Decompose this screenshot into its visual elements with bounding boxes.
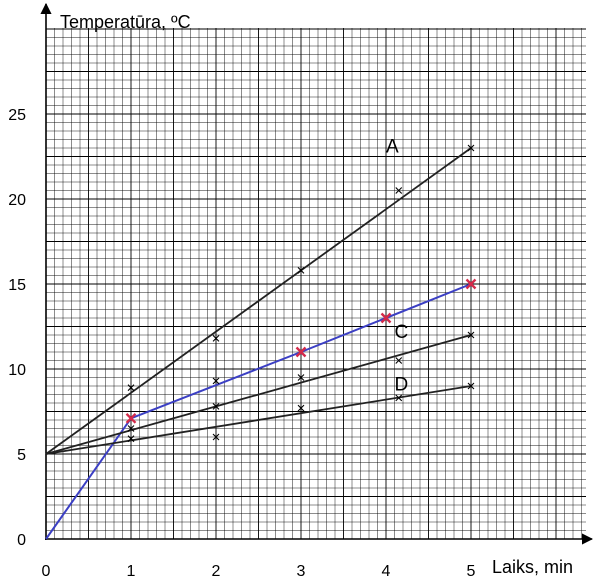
data-point-red-x	[295, 346, 307, 358]
data-point-x	[127, 425, 135, 432]
data-point-x	[467, 331, 475, 339]
y-tick-label: 0	[17, 532, 26, 549]
x-tick-label: 0	[42, 563, 51, 580]
series-points	[125, 144, 477, 443]
series-labels: A C D	[386, 137, 408, 396]
data-point-x	[212, 335, 220, 342]
data-point-red-x	[465, 278, 477, 290]
y-tick-label: 10	[8, 362, 26, 379]
data-point-x	[395, 187, 403, 194]
data-point-x	[297, 374, 305, 381]
x-tick-label: 4	[382, 563, 391, 580]
data-point-x	[467, 144, 475, 152]
series-label-a: A	[386, 137, 399, 158]
y-tick-label: 20	[8, 192, 26, 209]
data-point-x	[395, 394, 403, 402]
series-lines	[45, 147, 472, 540]
data-point-x	[212, 433, 220, 441]
y-tick-label: 5	[17, 447, 26, 464]
data-point-x	[212, 403, 220, 410]
series-line-a	[45, 147, 472, 455]
grid	[45, 28, 586, 540]
data-point-x	[297, 404, 305, 412]
tick-labels: 0 1 2 3 4 5 0 5 10 15 20 25	[8, 107, 475, 580]
data-point-x	[127, 384, 135, 392]
x-tick-label: 3	[297, 563, 306, 580]
x-axis-title: Laiks, min	[492, 557, 573, 577]
series-line-c	[45, 334, 472, 455]
data-point-red-x	[125, 412, 137, 424]
y-tick-label: 25	[8, 107, 26, 124]
data-point-x	[297, 267, 305, 274]
axes	[40, 2, 594, 545]
x-tick-label: 2	[212, 563, 221, 580]
x-tick-label: 1	[127, 563, 136, 580]
data-point-x	[395, 357, 403, 364]
data-point-x	[467, 382, 475, 390]
y-tick-label: 15	[8, 277, 26, 294]
series-label-d: D	[395, 375, 409, 396]
series-label-c: C	[395, 322, 409, 343]
data-point-x	[212, 377, 220, 385]
series-line-d	[45, 385, 472, 455]
x-tick-label: 5	[467, 563, 476, 580]
data-point-red-x	[380, 312, 392, 324]
y-axis-title: Temperatūra, ºC	[60, 12, 191, 32]
data-point-x	[127, 435, 135, 443]
